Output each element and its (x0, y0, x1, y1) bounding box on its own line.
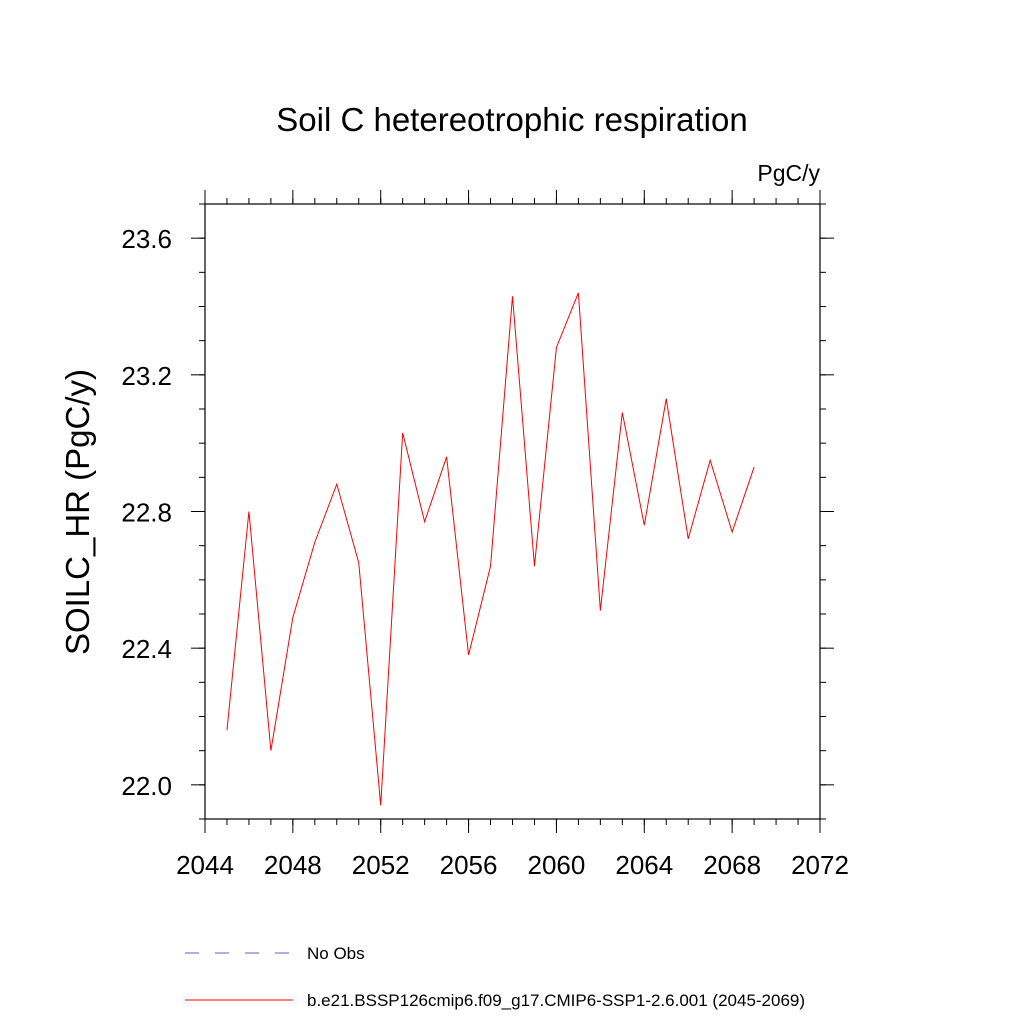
axis-tick-labels: 2044 2048 2052 2056 2060 2064 2068 2072 22.0 22.4… (121, 224, 849, 880)
x-tick-label: 2060 (528, 850, 586, 880)
legend: No Obs b.e21.BSSP126cmip6.f09_g17.CMIP6-… (185, 944, 805, 1010)
x-tick-label: 2068 (703, 850, 761, 880)
x-tick-label: 2044 (176, 850, 234, 880)
chart-title: Soil C hetereotrophic respiration (276, 101, 747, 138)
x-tick-label: 2048 (264, 850, 322, 880)
axis-ticks (191, 190, 834, 833)
x-tick-label: 2064 (615, 850, 673, 880)
y-tick-label: 22.0 (121, 771, 172, 801)
y-axis-label: SOILC_HR (PgC/y) (59, 369, 96, 655)
legend-label-model-run: b.e21.BSSP126cmip6.f09_g17.CMIP6-SSP1-2.… (307, 991, 805, 1010)
y-tick-label: 22.4 (121, 634, 172, 664)
series-line (226, 292, 755, 806)
legend-label-no-obs: No Obs (307, 944, 365, 963)
y-tick-label: 23.6 (121, 224, 172, 254)
units-label: PgC/y (757, 160, 820, 186)
x-tick-label: 2056 (440, 850, 498, 880)
y-tick-label: 22.8 (121, 498, 172, 528)
x-tick-label: 2072 (791, 850, 849, 880)
x-tick-label: 2052 (352, 850, 410, 880)
y-tick-label: 23.2 (121, 361, 172, 391)
series-points (227, 293, 754, 806)
